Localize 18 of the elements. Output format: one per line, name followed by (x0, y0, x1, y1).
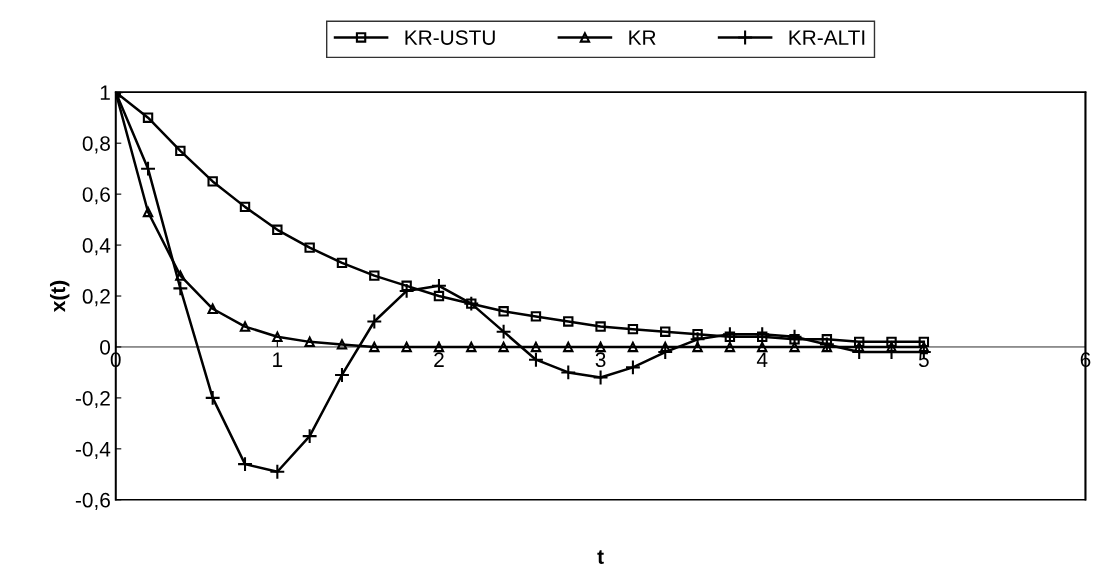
y-axis-title: x(t) (49, 280, 70, 313)
y-tick-label: -0,4 (75, 441, 111, 460)
x-tick-label: 3 (595, 352, 606, 368)
x-tick-label: 4 (756, 352, 768, 367)
y-tick-label: 0,2 (82, 289, 110, 307)
y-tick-label: 0,4 (82, 238, 111, 256)
y-tick-label: 1 (100, 85, 110, 100)
x-tick-label: 2 (434, 352, 444, 367)
y-tick-label: 0,6 (82, 187, 110, 205)
y-tick-label: 0,8 (82, 136, 110, 154)
x-axis-title: t (597, 550, 604, 564)
legend-label: KR-ALTI (789, 30, 865, 45)
legend-label: KR (629, 30, 656, 45)
y-tick-label: 0 (100, 339, 111, 355)
y-tick-label: -0,6 (75, 492, 110, 510)
x-tick-label: 1 (273, 352, 283, 367)
legend-label: KR-USTU (405, 30, 495, 45)
y-tick-label: -0,2 (75, 390, 110, 409)
